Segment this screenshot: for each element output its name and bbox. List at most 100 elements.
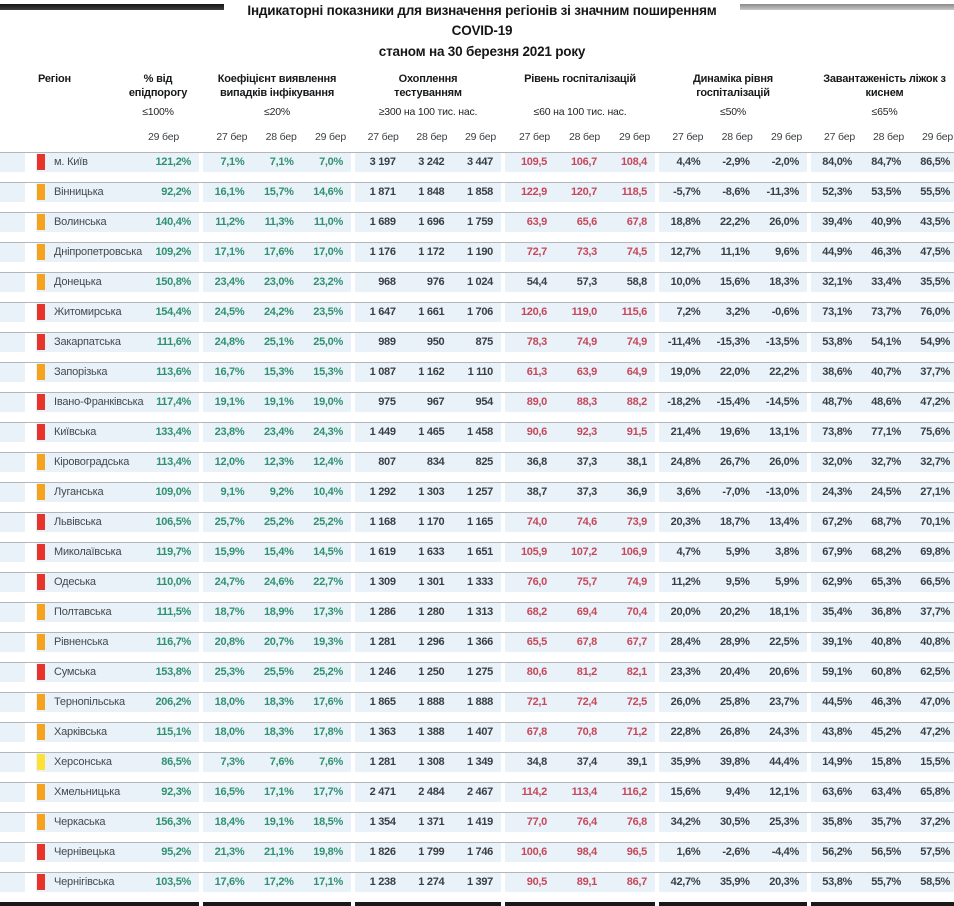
hospitalization-value: 90,5: [526, 876, 548, 889]
coef-cell: 23,4% 23,0% 23,2%: [203, 272, 351, 292]
table-bottom-border: [0, 901, 954, 906]
status-marker: [37, 574, 45, 591]
table-row: Івано-Франківська 117,4% 19,1% 19,1% 19,…: [0, 391, 954, 412]
coef-cell: 16,7% 15,3% 15,3%: [203, 362, 351, 382]
beds-value: 15,5%: [920, 756, 950, 769]
beds-value: 14,9%: [822, 756, 852, 769]
testing-value: 1 689: [369, 216, 396, 229]
coef-value: 14,5%: [313, 546, 343, 559]
status-marker: [37, 154, 45, 171]
coef-value: 23,8%: [214, 426, 245, 439]
region-name: Херсонська: [54, 756, 112, 769]
hospitalization-cell: 38,7 37,3 36,9: [505, 482, 655, 502]
region-cell: Кіровоградська 113,4%: [36, 452, 199, 472]
coef-cell: 17,1% 17,6% 17,0%: [203, 242, 351, 262]
hospitalization-value: 98,4: [576, 846, 598, 859]
beds-cell: 53,8% 55,7% 58,5%: [811, 872, 954, 892]
coef-value: 23,4%: [263, 426, 294, 439]
hospitalization-value: 76,4: [576, 816, 598, 829]
beds-value: 56,5%: [871, 846, 901, 859]
hospitalization-value: 109,5: [520, 156, 547, 169]
testing-value: 1 651: [466, 546, 493, 559]
region-cell: Чернівецька 95,2%: [36, 842, 199, 862]
region-cell: Тернопільська 206,2%: [36, 692, 199, 712]
beds-cell: 38,6% 40,7% 37,7%: [811, 362, 954, 382]
dynamics-value: 1,6%: [676, 846, 701, 859]
coef-value: 7,1%: [269, 156, 294, 169]
hospitalization-cell: 72,1 72,4 72,5: [505, 692, 655, 712]
testing-cell: 1 363 1 388 1 407: [355, 722, 501, 742]
date-header: 27 бер: [367, 130, 399, 143]
dynamics-value: 44,4%: [769, 756, 799, 769]
hospitalization-cell: 68,2 69,4 70,4: [505, 602, 655, 622]
testing-value: 1 661: [418, 306, 445, 319]
hospitalization-value: 106,7: [570, 156, 597, 169]
hospitalization-value: 65,6: [576, 216, 598, 229]
beds-value: 55,7%: [871, 876, 901, 889]
coef-value: 7,1%: [220, 156, 245, 169]
beds-cell: 44,5% 46,3% 47,0%: [811, 692, 954, 712]
column-group-beds: Завантаженість ліжок з киснем ≤65% 27 бе…: [811, 71, 954, 143]
region-name: Закарпатська: [54, 336, 121, 349]
beds-cell: 62,9% 65,3% 66,5%: [811, 572, 954, 592]
table-row: Харківська 115,1% 18,0% 18,3% 17,8% 1 36…: [0, 721, 954, 742]
epid-value: 150,8%: [155, 276, 191, 289]
coef-value: 10,4%: [313, 486, 343, 499]
testing-value: 1 848: [418, 186, 445, 199]
hospitalization-cell: 63,9 65,6 67,8: [505, 212, 655, 232]
testing-value: 1 286: [369, 606, 396, 619]
beds-cell: 73,1% 73,7% 76,0%: [811, 302, 954, 322]
coef-value: 17,3%: [313, 606, 343, 619]
dynamics-value: -13,0%: [765, 486, 799, 499]
beds-value: 67,2%: [822, 516, 852, 529]
dynamics-cell: 18,8% 22,2% 26,0%: [659, 212, 807, 232]
region-cell: Сумська 153,8%: [36, 662, 199, 682]
table-row: Чернігівська 103,5% 17,6% 17,2% 17,1% 1 …: [0, 871, 954, 892]
coef-cell: 17,6% 17,2% 17,1%: [203, 872, 351, 892]
hospitalization-value: 120,7: [570, 186, 597, 199]
hospitalization-value: 37,4: [576, 756, 598, 769]
beds-value: 43,8%: [822, 726, 852, 739]
hospitalization-value: 75,7: [576, 576, 598, 589]
testing-cell: 1 309 1 301 1 333: [355, 572, 501, 592]
testing-value: 1 888: [418, 696, 445, 709]
coef-cell: 16,5% 17,1% 17,7%: [203, 782, 351, 802]
dynamics-value: 39,8%: [719, 756, 750, 769]
table-row: Запорізька 113,6% 16,7% 15,3% 15,3% 1 08…: [0, 361, 954, 382]
dynamics-value: 5,9%: [725, 546, 750, 559]
coef-value: 24,5%: [214, 306, 245, 319]
hospitalization-value: 88,3: [576, 396, 598, 409]
column-header-beds: Завантаженість ліжок з киснем: [823, 72, 946, 99]
dynamics-value: -18,2%: [667, 396, 701, 409]
dynamics-value: 18,3%: [769, 276, 799, 289]
testing-value: 1 407: [466, 726, 493, 739]
dynamics-value: 11,1%: [720, 246, 750, 259]
column-header-region: Регіон: [38, 72, 71, 85]
dynamics-value: 25,8%: [719, 696, 750, 709]
region-cell: Львівська 106,5%: [36, 512, 199, 532]
coef-value: 19,8%: [313, 846, 343, 859]
testing-value: 1 168: [369, 516, 396, 529]
hospitalization-value: 70,4: [626, 606, 648, 619]
status-marker: [37, 754, 45, 771]
beds-value: 55,5%: [920, 186, 950, 199]
coef-value: 24,7%: [214, 576, 245, 589]
beds-value: 46,3%: [871, 246, 901, 259]
top-border-right: [740, 4, 954, 10]
dynamics-value: 5,9%: [775, 576, 799, 589]
beds-value: 68,2%: [871, 546, 901, 559]
dynamics-value: 20,0%: [670, 606, 701, 619]
epid-value: 117,4%: [156, 396, 191, 409]
beds-cell: 44,9% 46,3% 47,5%: [811, 242, 954, 262]
testing-value: 1 281: [369, 636, 396, 649]
epid-value: 110,0%: [156, 576, 191, 589]
testing-value: 1 313: [466, 606, 493, 619]
coef-cell: 19,1% 19,1% 19,0%: [203, 392, 351, 412]
status-marker: [37, 184, 45, 201]
beds-value: 15,8%: [871, 756, 901, 769]
beds-value: 57,5%: [920, 846, 950, 859]
column-header-dynamics: Динаміка рівня госпіталізацій: [692, 72, 774, 99]
coef-cell: 12,0% 12,3% 12,4%: [203, 452, 351, 472]
date-header: 28 бер: [873, 130, 904, 143]
dynamics-value: 10,0%: [670, 276, 701, 289]
